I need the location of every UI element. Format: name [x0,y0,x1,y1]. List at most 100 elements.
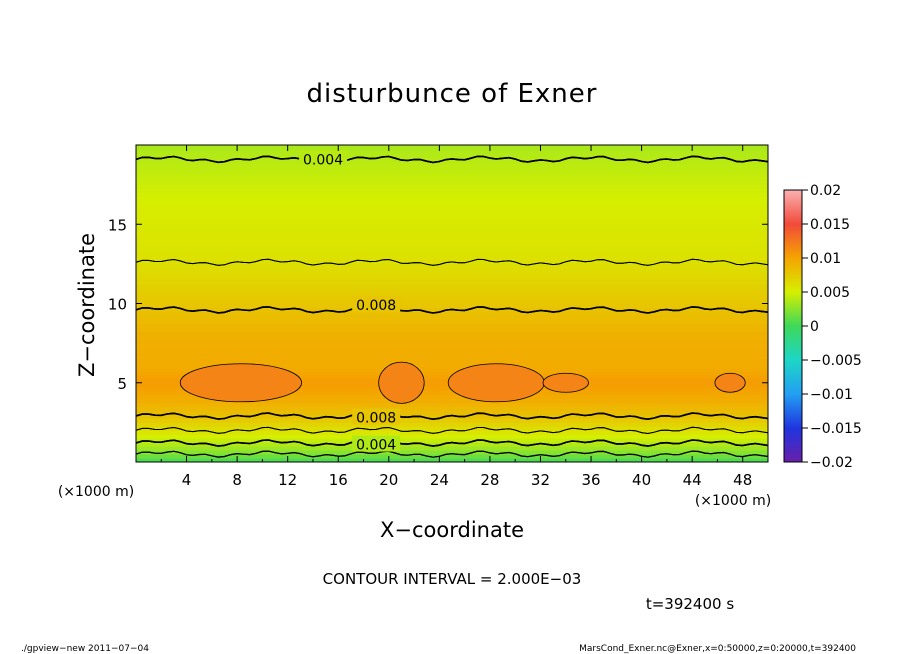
contour-band [136,338,768,344]
colorbar-tick-label: −0.005 [810,353,862,369]
contour-band [136,354,768,360]
contour-band [136,247,768,253]
contour-band [136,295,768,301]
x-tick-label: 8 [232,471,242,489]
high-value-region [378,361,425,404]
contour-band [136,152,768,158]
contour-band [136,279,768,285]
x-tick-label: 24 [430,471,449,489]
contour-band [136,283,768,289]
colorbar-tick-label: 0.02 [810,183,841,199]
contour-line [136,426,768,435]
contour-line [136,412,768,421]
contour-label: 0.004 [356,438,396,454]
contour-band [136,211,768,217]
colorbar-tick-label: −0.01 [810,387,853,403]
contour-band [136,445,768,451]
x-tick-label: 12 [278,471,297,489]
y-unit-label: (×1000 m) [58,484,134,500]
contour-band [136,192,768,198]
colorbar-tick-label: 0.01 [810,251,841,267]
contour-band [136,255,768,261]
colorbar [783,189,803,463]
contour-band [136,184,768,190]
contour-band [136,413,768,419]
contour-band [136,223,768,229]
contour-band [136,291,768,297]
contour-band [136,433,768,439]
contour-band [136,243,768,249]
contour-band [136,417,768,423]
contour-band [136,409,768,415]
contour-band [136,453,768,459]
contour-band [136,145,768,150]
contour-band [136,441,768,447]
contour-line [136,258,768,266]
contour-band [136,390,768,396]
contour-band [136,219,768,225]
colorbar-tick-label: −0.015 [810,421,862,437]
contour-line [136,439,768,447]
contour-line [136,450,768,458]
contour-band [136,362,768,368]
colorbar-tick-label: −0.02 [810,455,853,471]
footer-left: ./gpview−new 2011−07−04 [21,644,149,654]
contour-band [136,267,768,273]
contour-label-bg [352,408,401,425]
contour-band [136,421,768,427]
high-value-regions [179,361,746,404]
high-value-region [447,363,545,403]
contour-line [136,306,768,314]
filled-contour-bands [136,145,768,462]
contour-label: 0.004 [303,152,343,168]
x-tick-label: 32 [531,471,550,489]
contour-band [136,402,768,408]
contour-band [136,457,768,462]
contour-band [136,148,768,154]
contour-band [136,310,768,316]
contour-band [136,429,768,435]
contour-band [136,239,768,245]
colorbar-tick-label: 0.015 [810,217,850,233]
contour-band [136,227,768,233]
contour-band [136,172,768,178]
contour-band [136,203,768,209]
contour-band [136,251,768,257]
contour-band [136,207,768,213]
contour-label: 0.008 [356,298,396,314]
chart-title: disturbunce of Exner [307,79,598,109]
contour-band [136,196,768,201]
high-value-region [179,363,302,403]
contour-line [136,155,768,164]
colorbar-tick-label: 0 [810,319,819,335]
y-tick-label: 5 [117,375,127,393]
contour-band [136,318,768,324]
x-axis-label: X−coordinate [380,518,524,542]
y-axis: 5 10 15 [108,216,768,393]
contour-band [136,398,768,404]
contour-band [136,176,768,182]
contour-band [136,199,768,205]
contour-label-bg [352,296,401,313]
contour-band [136,263,768,269]
x-axis: 4 8 12 16 20 24 28 32 36 40 44 48 [160,145,752,489]
contour-band [136,330,768,336]
contour-band [136,425,768,431]
contour-band [136,235,768,241]
x-tick-label: 28 [480,471,499,489]
time-text: t=392400 s [646,595,734,613]
contour-label-bg [299,150,348,167]
contour-band [136,346,768,352]
x-unit-label: (×1000 m) [695,493,771,509]
contour-band [136,160,768,166]
contour-band [136,358,768,364]
contour-band [136,334,768,340]
contour-lines [136,155,768,458]
contour-band [136,164,768,170]
contour-band [136,180,768,186]
contour-band [136,406,768,411]
high-value-region [714,372,746,393]
contour-band [136,437,768,443]
contour-band [136,449,768,455]
contour-band [136,350,768,356]
